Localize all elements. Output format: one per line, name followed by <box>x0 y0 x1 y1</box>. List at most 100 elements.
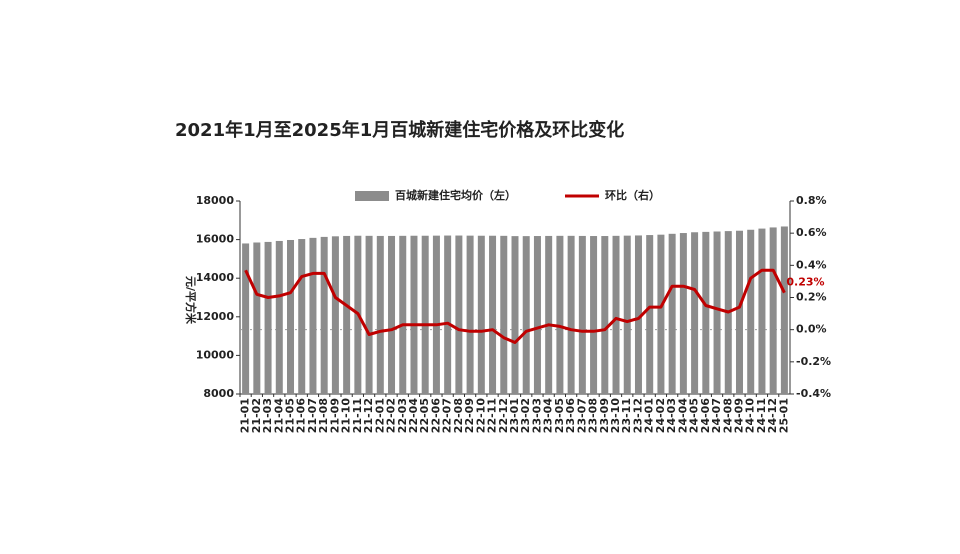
x-tick-label: 21-01 <box>239 398 252 433</box>
x-tick-label: 22-12 <box>497 398 510 433</box>
chart-title: 2021年1月至2025年1月百城新建住宅价格及环比变化 <box>175 119 624 141</box>
y2-tick-label: 0.0% <box>796 323 827 336</box>
x-tick-label: 23-02 <box>519 398 532 433</box>
x-tick-label: 24-07 <box>710 398 723 433</box>
y2-tick-label: -0.2% <box>796 355 831 368</box>
x-tick-label: 21-07 <box>306 398 319 433</box>
bar <box>679 233 687 394</box>
bar <box>691 232 699 394</box>
bar <box>735 230 743 394</box>
y-tick-label: 14000 <box>196 271 235 284</box>
x-tick-label: 22-07 <box>441 398 454 433</box>
bar <box>432 235 440 394</box>
y-tick-label: 12000 <box>196 310 235 323</box>
bar <box>769 227 777 394</box>
x-tick-label: 22-04 <box>407 398 420 434</box>
bar <box>713 231 721 394</box>
bar <box>455 235 463 394</box>
x-tick-label: 21-09 <box>328 398 341 433</box>
x-tick-label: 24-12 <box>766 398 779 433</box>
x-tick-label: 24-04 <box>676 398 689 434</box>
bar <box>376 235 384 394</box>
x-tick-label: 23-08 <box>587 398 600 433</box>
y-axis-label: 元/平方米 <box>184 276 198 325</box>
bar <box>399 235 407 394</box>
x-tick-label: 22-08 <box>452 398 465 433</box>
bar <box>601 236 609 394</box>
x-tick-label: 21-04 <box>272 398 285 434</box>
bar <box>421 235 429 394</box>
x-tick-label: 24-03 <box>665 398 678 433</box>
x-tick-label: 23-11 <box>620 398 633 433</box>
bar <box>444 235 452 394</box>
x-tick-label: 21-12 <box>362 398 375 433</box>
x-tick-label: 21-08 <box>317 398 330 433</box>
bar <box>298 239 306 394</box>
bar <box>780 226 788 394</box>
x-tick-label: 21-03 <box>261 398 274 433</box>
bar <box>747 229 755 394</box>
bar <box>758 228 766 394</box>
x-tick-label: 21-05 <box>284 398 297 433</box>
x-tick-label: 23-10 <box>609 398 622 434</box>
x-tick-label: 24-01 <box>643 398 656 433</box>
x-tick-label: 23-09 <box>598 398 611 433</box>
x-tick-label: 21-10 <box>340 398 353 434</box>
x-tick-label: 21-06 <box>295 398 308 434</box>
bar <box>522 236 530 394</box>
x-tick-label: 23-01 <box>508 398 521 433</box>
x-tick-label: 21-02 <box>250 398 263 433</box>
bar <box>500 235 508 394</box>
bar <box>275 240 283 394</box>
bar <box>264 241 272 394</box>
y2-tick-label: 0.8% <box>796 194 827 207</box>
bar <box>477 235 485 394</box>
x-tick-label: 24-06 <box>699 398 712 434</box>
bar <box>343 235 351 394</box>
bar <box>388 235 396 394</box>
y2-tick-label: 0.4% <box>796 258 827 271</box>
bar <box>668 233 676 394</box>
y2-tick-label: -0.4% <box>796 387 831 400</box>
bar <box>410 235 418 394</box>
x-tick-label: 22-01 <box>373 398 386 433</box>
line <box>244 268 786 344</box>
x-tick-label: 24-11 <box>755 398 768 433</box>
y-tick-label: 18000 <box>196 194 235 207</box>
x-tick-label: 23-04 <box>542 398 555 434</box>
x-tick-label: 25-01 <box>777 398 790 433</box>
x-tick-label: 23-06 <box>564 398 577 434</box>
bar <box>578 235 586 394</box>
y-tick-label: 8000 <box>203 387 234 400</box>
y2-tick-label: 0.6% <box>796 226 827 239</box>
x-tick-label: 24-09 <box>732 398 745 433</box>
x-tick-label: 22-03 <box>396 398 409 433</box>
bar <box>287 239 295 394</box>
bar <box>489 235 497 394</box>
legend-label: 百城新建住宅均价（左） <box>395 188 516 202</box>
legend-label: 环比（右） <box>605 188 660 202</box>
bar <box>657 234 665 394</box>
x-tick-label: 24-02 <box>654 398 667 433</box>
bar <box>242 243 250 394</box>
bar <box>590 236 598 394</box>
x-tick-label: 23-12 <box>631 398 644 433</box>
bar <box>556 235 564 394</box>
bar <box>545 235 553 394</box>
legend-swatch <box>355 191 389 201</box>
x-tick-label: 24-05 <box>688 398 701 433</box>
x-tick-label: 21-11 <box>351 398 364 433</box>
bar <box>365 235 373 394</box>
bar <box>320 236 328 394</box>
y-tick-label: 16000 <box>196 233 235 246</box>
x-tick-label: 22-02 <box>385 398 398 433</box>
x-tick-label: 23-03 <box>530 398 543 433</box>
x-tick-label: 24-10 <box>744 398 757 434</box>
x-tick-label: 23-05 <box>553 398 566 433</box>
x-tick-label: 22-10 <box>474 398 487 434</box>
y2-tick-label: 0.2% <box>796 291 827 304</box>
x-tick-label: 22-09 <box>463 398 476 433</box>
x-tick-label: 22-11 <box>486 398 499 433</box>
